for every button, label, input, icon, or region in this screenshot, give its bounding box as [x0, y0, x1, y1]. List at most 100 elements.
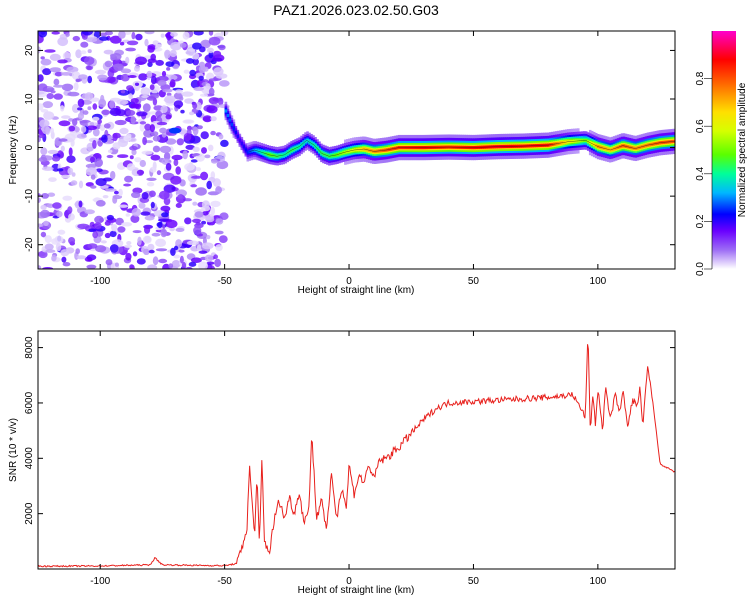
noise-blob [183, 119, 193, 124]
noise-blob [142, 235, 152, 244]
noise-blob [141, 192, 149, 200]
noise-blob [49, 53, 61, 61]
noise-blob [192, 42, 202, 50]
noise-blob [160, 105, 168, 114]
noise-blob [201, 147, 207, 154]
noise-blob [77, 98, 85, 108]
noise-blob [142, 103, 151, 112]
noise-blob [131, 208, 141, 217]
noise-blob [218, 134, 224, 140]
noise-blob [87, 106, 92, 111]
noise-blob [136, 258, 146, 265]
spectrogram-frame [37, 30, 676, 270]
noise-blob [38, 31, 48, 38]
noise-blob [163, 184, 176, 193]
noise-blob [175, 166, 181, 175]
noise-blob [136, 169, 145, 176]
noise-blob [181, 91, 194, 97]
noise-blob [185, 51, 192, 55]
noise-blob [210, 130, 216, 136]
noise-blob [119, 41, 125, 46]
noise-blob [159, 145, 172, 154]
noise-blob [80, 50, 87, 55]
noise-blob [160, 205, 171, 212]
noise-blob [84, 209, 95, 215]
noise-blob [85, 167, 98, 177]
noise-blob [147, 45, 155, 53]
colorbar-tick-label: 0.0 [695, 262, 706, 276]
noise-blob [47, 192, 56, 197]
noise-blob [201, 242, 214, 250]
noise-blob [215, 244, 223, 252]
noise-blob [61, 83, 74, 92]
noise-blob [113, 63, 124, 72]
noise-blob [40, 209, 50, 218]
noise-blob [44, 235, 52, 244]
noise-blob [157, 222, 163, 229]
snr-ytick-label: 4000 [24, 447, 35, 470]
noise-blob [80, 125, 87, 133]
noise-blob [60, 249, 70, 257]
spectrogram-xlabel: Height of straight line (km) [298, 285, 415, 296]
noise-blob [57, 59, 68, 64]
noise-blob [151, 232, 161, 237]
noise-blob [73, 82, 79, 91]
noise-blob [66, 155, 76, 163]
noise-blob [147, 243, 155, 251]
noise-blob [109, 244, 119, 253]
noise-blob [53, 84, 65, 88]
noise-blob [87, 49, 92, 54]
snr-xlabel: Height of straight line (km) [298, 585, 415, 596]
noise-blob [86, 65, 93, 70]
noise-blob [206, 47, 214, 53]
noise-blob [200, 171, 209, 181]
noise-blob [190, 159, 198, 163]
noise-blob [147, 264, 158, 269]
noise-blob [159, 190, 170, 200]
ridge-center-line [249, 139, 675, 157]
noise-blob [192, 102, 198, 109]
noise-blob [78, 200, 83, 208]
noise-blob [102, 195, 109, 199]
noise-blob [175, 203, 182, 208]
noise-blob [44, 49, 56, 53]
spectrogram-image [38, 31, 675, 269]
noise-blob [130, 264, 135, 269]
noise-blob [183, 133, 192, 141]
noise-blob [111, 224, 118, 232]
snr-ytick-label: 6000 [24, 391, 35, 414]
noise-blob [134, 65, 140, 72]
ridge-cell [234, 130, 238, 135]
snr-ytick-label: 2000 [24, 502, 35, 525]
noise-blob [201, 200, 210, 209]
noise-blob [119, 127, 129, 135]
noise-blob [99, 124, 106, 131]
noise-blob [178, 40, 185, 44]
noise-blob [164, 95, 176, 104]
noise-blob [194, 211, 204, 218]
spectrogram-ytick-label: 10 [24, 93, 35, 105]
spectrogram-xtick-label: -100 [90, 276, 110, 287]
noise-blob [45, 249, 56, 253]
noise-blob [92, 128, 100, 137]
noise-blob [127, 75, 137, 78]
noise-blob [41, 125, 50, 135]
noise-blob [168, 263, 174, 269]
noise-blob [126, 40, 139, 46]
noise-blob [164, 49, 171, 59]
noise-blob [116, 99, 129, 105]
noise-blob [40, 231, 47, 238]
noise-blob [165, 138, 177, 145]
noise-blob [40, 56, 45, 60]
noise-blob [136, 111, 148, 117]
noise-blob [193, 86, 204, 91]
noise-blob [68, 237, 76, 245]
noise-blob [198, 261, 208, 269]
noise-blob [211, 159, 218, 164]
noise-blob [124, 175, 133, 183]
noise-blob [162, 263, 171, 269]
noise-blob [155, 238, 167, 247]
noise-blob [94, 158, 103, 167]
noise-blob [141, 95, 149, 99]
noise-blob [213, 67, 224, 76]
